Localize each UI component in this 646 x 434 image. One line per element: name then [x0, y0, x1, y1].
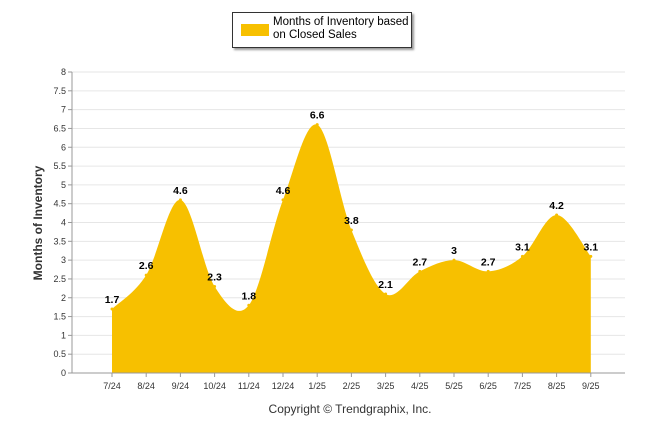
- data-point: [110, 307, 114, 311]
- data-point: [384, 292, 388, 296]
- data-label: 1.7: [105, 294, 120, 306]
- data-point: [315, 123, 319, 127]
- data-label: 4.2: [549, 200, 564, 212]
- data-point: [281, 198, 285, 202]
- legend: Months of Inventory based on Closed Sale…: [232, 12, 412, 48]
- data-label: 3: [451, 245, 457, 257]
- y-axis-title: Months of Inventory: [31, 165, 45, 280]
- x-tick-label: 5/25: [445, 381, 463, 391]
- data-label: 3.1: [583, 241, 598, 253]
- data-point: [418, 269, 422, 273]
- data-label: 2.1: [378, 279, 393, 291]
- data-point: [349, 228, 353, 232]
- y-tick-label: 3.5: [53, 236, 66, 246]
- data-label: 4.6: [173, 185, 188, 197]
- data-label: 2.7: [481, 256, 496, 268]
- data-point: [213, 284, 217, 288]
- area-fill: [112, 124, 591, 373]
- y-tick-label: 7: [61, 105, 66, 115]
- y-tick-label: 6.5: [53, 123, 66, 133]
- copyright-text: Copyright © Trendgraphix, Inc.: [268, 402, 432, 416]
- data-point: [144, 273, 148, 277]
- legend-swatch: [241, 24, 269, 36]
- y-tick-label: 6: [61, 142, 66, 152]
- data-point: [520, 254, 524, 258]
- x-tick-label: 1/25: [308, 381, 326, 391]
- x-tick-label: 8/24: [137, 381, 155, 391]
- x-tick-label: 9/24: [172, 381, 190, 391]
- data-label: 2.3: [207, 271, 222, 283]
- y-tick-label: 8: [61, 67, 66, 77]
- x-tick-label: 7/25: [514, 381, 532, 391]
- data-label: 1.8: [241, 290, 256, 302]
- x-tick-label: 4/25: [411, 381, 429, 391]
- y-tick-label: 1: [61, 330, 66, 340]
- data-label: 3.1: [515, 241, 530, 253]
- data-labels: 1.7 2.6 4.6 2.3 1.8 4.6 6.6 3.8 2.1 2.7 3 2.7 3.1 4.2…: [105, 110, 599, 306]
- y-tick-label: 7.5: [53, 86, 66, 96]
- data-label: 6.6: [310, 110, 325, 122]
- y-tick-label: 5.5: [53, 161, 66, 171]
- x-tick-label: 3/25: [377, 381, 395, 391]
- y-tick-label: 1.5: [53, 312, 66, 322]
- x-tick-label: 9/25: [582, 381, 600, 391]
- x-tick-label: 12/24: [272, 381, 295, 391]
- area-series: [110, 123, 593, 373]
- y-tick-label: 3: [61, 255, 66, 265]
- x-tick-label: 8/25: [548, 381, 566, 391]
- data-label: 2.7: [412, 256, 427, 268]
- axes: 0 0.5 1 1.5 2 2.5 3 3.5 4 4.5 5 5.5 6 6.5 7 7.5 8 7/24 8/2…: [53, 67, 625, 391]
- data-label: 4.6: [276, 185, 291, 197]
- x-tick-label: 10/24: [203, 381, 226, 391]
- data-label: 2.6: [139, 260, 154, 272]
- x-tick-label: 2/25: [343, 381, 361, 391]
- data-point: [452, 258, 456, 262]
- y-tick-label: 0: [61, 368, 66, 378]
- y-tick-label: 4: [61, 218, 66, 228]
- y-tick-label: 2.5: [53, 274, 66, 284]
- data-point: [555, 213, 559, 217]
- x-tick-label: 6/25: [479, 381, 497, 391]
- y-tick-label: 2: [61, 293, 66, 303]
- data-point: [486, 269, 490, 273]
- y-tick-label: 0.5: [53, 349, 66, 359]
- x-tick-label: 7/24: [103, 381, 121, 391]
- data-point: [589, 254, 593, 258]
- data-label: 3.8: [344, 215, 359, 227]
- y-tick-label: 4.5: [53, 199, 66, 209]
- legend-label: Months of Inventory based on Closed Sale…: [273, 16, 409, 41]
- data-point: [178, 198, 182, 202]
- x-tick-label: 11/24: [238, 381, 260, 391]
- data-point: [247, 303, 251, 307]
- y-tick-label: 5: [61, 180, 66, 190]
